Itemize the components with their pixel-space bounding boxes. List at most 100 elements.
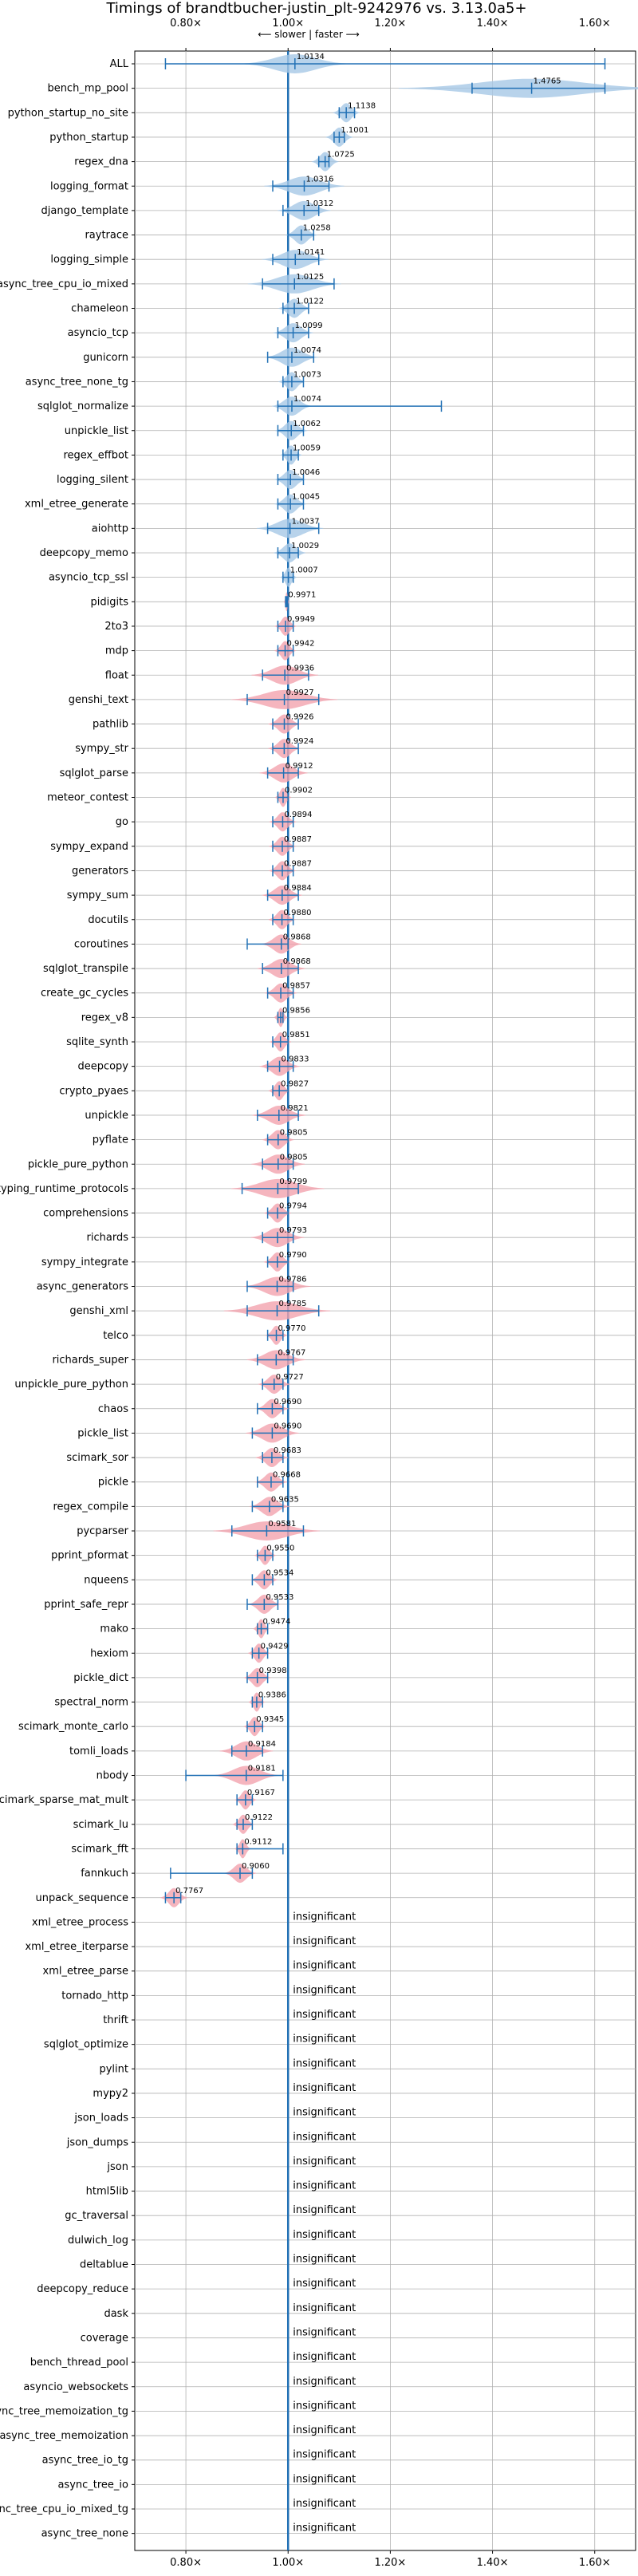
benchmark-label: raytrace <box>85 230 128 242</box>
value-label: 1.0099 <box>295 322 323 330</box>
benchmark-label: pathlib <box>93 719 128 731</box>
insignificant-label: insignificant <box>293 2107 356 2119</box>
benchmark-label: regex_effbot <box>63 449 128 461</box>
benchmark-label: genshi_xml <box>69 1305 128 1317</box>
benchmark-label: meteor_contest <box>47 792 128 804</box>
insignificant-label: insignificant <box>293 2180 356 2192</box>
insignificant-label: insignificant <box>293 2156 356 2168</box>
value-label: 0.7767 <box>175 1887 203 1896</box>
value-label: 0.9786 <box>279 1276 307 1284</box>
benchmark-label: async_tree_io <box>57 2479 128 2491</box>
benchmark-label: pickle_list <box>77 1427 128 1439</box>
value-label: 0.9550 <box>266 1544 294 1553</box>
benchmark-label: pidigits <box>91 596 129 608</box>
benchmark-label: aiohttp <box>92 523 128 535</box>
value-label: 0.9533 <box>266 1593 293 1602</box>
benchmark-label: async_tree_io_tg <box>42 2455 128 2467</box>
value-label: 0.9785 <box>278 1300 306 1308</box>
value-label: 1.0046 <box>292 468 320 477</box>
benchmark-label: pycparser <box>77 1525 128 1537</box>
insignificant-label: insignificant <box>293 2254 356 2266</box>
value-label: 1.0125 <box>296 273 324 282</box>
x-tick-label-top: 1.00× <box>272 18 304 30</box>
benchmark-label: regex_dna <box>74 156 128 168</box>
value-label: 0.9884 <box>284 884 312 893</box>
value-label: 0.9856 <box>282 1006 310 1015</box>
value-label: 0.9727 <box>276 1373 304 1382</box>
value-label: 0.9868 <box>283 957 311 966</box>
x-tick-label-bottom: 1.60× <box>579 2557 611 2569</box>
x-tick-label-top: 1.20× <box>374 18 406 30</box>
benchmark-label: coverage <box>81 2332 128 2344</box>
benchmark-label: logging_format <box>50 180 128 192</box>
value-label: 1.0062 <box>293 420 321 428</box>
value-label: 1.0134 <box>297 53 325 61</box>
value-label: 0.9793 <box>279 1226 307 1235</box>
benchmark-label: logging_silent <box>57 474 128 486</box>
insignificant-label: insignificant <box>293 2057 356 2069</box>
value-label: 1.0074 <box>293 395 321 404</box>
benchmark-label: unpickle_pure_python <box>14 1379 128 1391</box>
value-label: 0.9690 <box>274 1422 301 1430</box>
benchmark-label: pyflate <box>93 1134 128 1146</box>
benchmark-label: fannkuch <box>81 1868 128 1880</box>
value-label: 0.9887 <box>284 835 312 844</box>
value-label: 0.9398 <box>259 1667 287 1675</box>
axis-layer: 0.80× 0.80× 1.00× 1.00× 1.20× 1.20× 1.40× 1.40×… <box>0 18 611 2569</box>
insignificant-label: insignificant <box>293 2131 356 2143</box>
value-label: 0.9167 <box>247 1789 275 1797</box>
insignificant-label: insignificant <box>293 2400 356 2412</box>
benchmark-label: sympy_expand <box>50 841 128 853</box>
benchmark-label: sympy_str <box>75 743 128 755</box>
value-label: 1.1138 <box>348 101 376 110</box>
insignificant-label: insignificant <box>293 2376 356 2388</box>
benchmark-label: django_template <box>41 205 128 217</box>
benchmark-label: dask <box>104 2308 128 2320</box>
benchmark-label: deepcopy_reduce <box>37 2283 128 2295</box>
value-label: 0.9827 <box>281 1079 309 1088</box>
x-tick-label-top: 1.60× <box>579 18 611 30</box>
benchmark-label: async_tree_cpu_io_mixed_tg <box>0 2503 128 2515</box>
benchmark-label: deepcopy_memo <box>40 547 128 559</box>
benchmark-label: nbody <box>96 1770 129 1782</box>
insignificant-label: insignificant <box>293 2351 356 2363</box>
x-tick-label-top: 0.80× <box>170 18 202 30</box>
grid-layer <box>135 51 636 2550</box>
value-label: 1.0029 <box>291 542 319 550</box>
benchmark-label: mypy2 <box>93 2088 128 2100</box>
benchmark-label: 2to3 <box>104 621 128 633</box>
value-label: 0.9184 <box>248 1740 276 1749</box>
benchmark-label: regex_v8 <box>81 1012 128 1024</box>
insignificant-label: insignificant <box>293 2473 356 2485</box>
value-label: 0.9926 <box>286 713 314 722</box>
benchmark-label: comprehensions <box>43 1208 128 1220</box>
benchmark-label: sqlite_synth <box>66 1036 128 1048</box>
benchmark-label: sqlglot_normalize <box>37 400 128 412</box>
value-label: 0.9767 <box>278 1348 305 1357</box>
benchmark-label: async_tree_cpu_io_mixed <box>0 278 128 290</box>
value-label: 0.9668 <box>273 1471 301 1480</box>
benchmark-label: regex_compile <box>53 1501 128 1513</box>
insignificant-label: insignificant <box>293 2523 356 2535</box>
benchmark-label: tomli_loads <box>69 1746 128 1757</box>
marks-layer <box>160 54 638 1907</box>
value-label: 0.9112 <box>244 1837 272 1846</box>
insignificant-label: insignificant <box>293 1984 356 1996</box>
insignificant-label: insignificant <box>293 2449 356 2461</box>
benchmark-label: gc_traversal <box>65 2210 128 2222</box>
benchmark-label: unpack_sequence <box>35 1892 128 1904</box>
x-tick-label-bottom: 0.80× <box>170 2557 202 2569</box>
benchmark-label: pickle_dict <box>73 1672 128 1684</box>
x-tick-label-bottom: 1.20× <box>374 2557 406 2569</box>
value-label: 0.9805 <box>280 1153 308 1162</box>
benchmark-label: mdp <box>105 645 128 657</box>
benchmark-label: pylint <box>99 2063 128 2075</box>
direction-label: ⟵ slower | faster ⟶ <box>258 29 360 40</box>
labels-layer: 1.0134 1.4765 1.1138 1.1001 1.0725 1.0316 1.03… <box>175 53 561 2535</box>
benchmark-label: async_tree_none <box>41 2528 128 2540</box>
value-label: 1.0073 <box>293 370 321 379</box>
benchmark-label: deltablue <box>80 2259 128 2271</box>
benchmark-label: scimark_sparse_mat_mult <box>0 1794 128 1806</box>
benchmark-label: thrift <box>103 2014 128 2026</box>
